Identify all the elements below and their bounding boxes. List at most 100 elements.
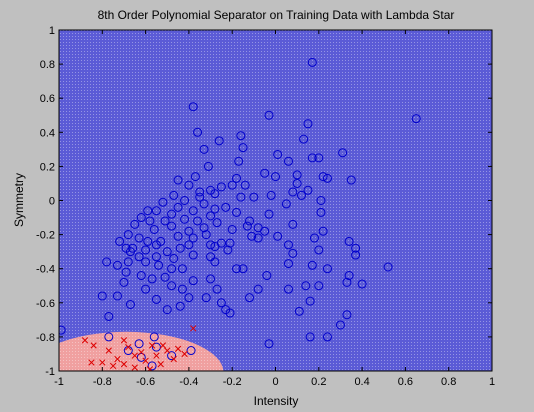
y-tick-label: -0.4 — [36, 264, 55, 276]
circle-point — [307, 57, 317, 67]
circle-point — [184, 240, 194, 250]
y-tick-label: 0.8 — [40, 59, 55, 71]
cross-point — [164, 347, 171, 354]
x-tick-label: -0.4 — [179, 376, 198, 388]
circle-point — [104, 311, 114, 321]
circle-point — [125, 300, 135, 310]
circle-point — [199, 144, 209, 154]
circle-point — [173, 231, 183, 241]
circle-point — [309, 233, 319, 243]
y-tick-label: -0.2 — [36, 230, 55, 242]
circle-point — [288, 219, 298, 229]
circle-point — [193, 216, 203, 226]
circle-point — [223, 245, 233, 255]
circle-point — [123, 230, 133, 240]
circle-point — [318, 172, 328, 182]
circle-point — [210, 204, 220, 214]
y-tick-label: 0 — [49, 196, 55, 208]
circle-point — [351, 250, 361, 260]
circle-point — [206, 240, 216, 250]
y-tick-label: -0.6 — [36, 298, 55, 310]
circle-point — [112, 291, 122, 301]
circle-point — [184, 226, 194, 236]
x-tick-label: 0.2 — [311, 376, 326, 388]
circle-point — [357, 279, 367, 289]
circle-point — [147, 274, 157, 284]
circle-point — [201, 293, 211, 303]
circle-point — [242, 221, 252, 231]
circle-point — [344, 271, 354, 281]
circle-point — [210, 242, 220, 252]
circle-point — [283, 240, 293, 250]
circle-point — [266, 190, 276, 200]
circle-point — [169, 190, 179, 200]
circle-point — [292, 178, 302, 188]
x-tick-label: -1 — [54, 376, 64, 388]
circle-point — [175, 301, 185, 311]
circle-point — [206, 274, 216, 284]
circle-point — [214, 136, 224, 146]
circle-point — [160, 272, 170, 282]
circle-point — [221, 202, 231, 212]
circle-point — [97, 291, 107, 301]
cross-point — [120, 361, 128, 368]
circle-point — [188, 250, 198, 260]
circle-point — [232, 264, 242, 274]
circle-point — [225, 238, 235, 248]
cross-point — [159, 342, 167, 349]
circle-point — [245, 293, 255, 303]
circle-point — [130, 219, 140, 229]
circle-point — [303, 119, 313, 129]
circle-point — [173, 175, 183, 185]
circle-point — [115, 236, 125, 246]
circle-point — [136, 352, 146, 362]
y-tick-label: 0.2 — [40, 161, 55, 173]
circle-point — [195, 187, 205, 197]
circle-point — [303, 185, 313, 195]
circle-point — [236, 192, 246, 202]
circle-point — [288, 187, 298, 197]
circle-point — [322, 173, 332, 183]
cross-point — [153, 352, 160, 359]
circle-point — [134, 233, 144, 243]
cross-point — [114, 355, 121, 363]
circle-point — [151, 206, 161, 216]
circle-point — [305, 332, 315, 342]
circle-point — [162, 305, 172, 315]
x-tick-label: 0.8 — [441, 376, 456, 388]
chart-title: 8th Order Polynomial Separator on Traini… — [98, 8, 455, 22]
x-tick-label: -0.8 — [93, 376, 112, 388]
circle-point — [151, 240, 161, 250]
cross-point — [99, 359, 106, 366]
circle-point — [173, 202, 183, 212]
cross-point — [120, 337, 128, 344]
circle-point — [206, 211, 216, 221]
circle-point — [210, 257, 220, 267]
circle-point — [383, 262, 393, 272]
circle-point — [335, 320, 345, 330]
circle-point — [260, 168, 270, 178]
axis-ticks: -1 -0.8 -0.6 -0.4 -0.2 0 0.2 0.4 0.6 0.8 1 1 0.8 0.6 0… — [36, 25, 495, 388]
circle-point — [149, 332, 159, 342]
circle-point — [260, 226, 270, 236]
circle-point — [151, 294, 161, 304]
circle-point — [322, 264, 332, 274]
circle-point — [141, 284, 151, 294]
cross-point — [142, 357, 149, 364]
circle-point — [342, 310, 352, 320]
circle-point — [151, 342, 161, 352]
circle-point — [225, 308, 235, 318]
cross-point — [157, 361, 164, 368]
cross-point — [81, 337, 89, 344]
circle-point — [314, 153, 324, 163]
circle-point — [253, 284, 263, 294]
circle-point — [193, 127, 203, 137]
circle-point — [283, 156, 293, 166]
y-tick-label: -1 — [45, 366, 55, 378]
circle-point — [180, 214, 190, 224]
cross-point — [105, 347, 112, 354]
circle-point — [288, 248, 298, 258]
circle-point — [344, 236, 354, 246]
circle-point — [134, 252, 144, 262]
